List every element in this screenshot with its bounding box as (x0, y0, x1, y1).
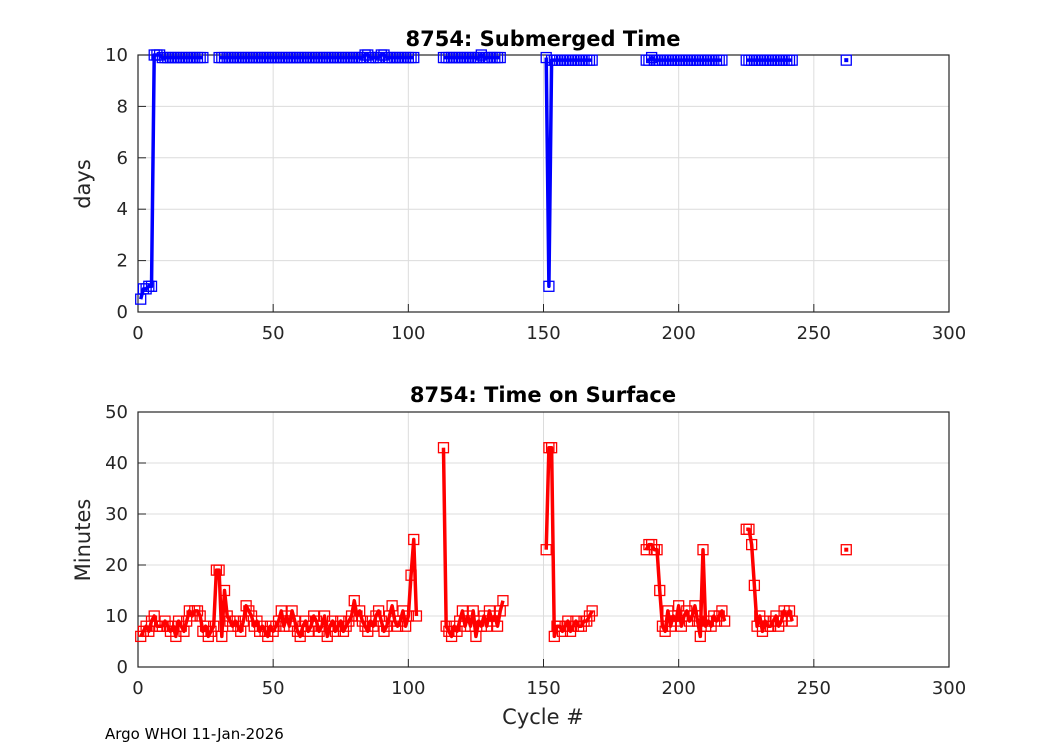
bottom-data-point (386, 600, 398, 612)
top-y-axis-label: days (71, 159, 95, 209)
top-x-tick-label: 100 (391, 323, 425, 344)
top-y-tick-label: 0 (117, 302, 128, 323)
bottom-chart-title: 8754: Time on Surface (410, 383, 676, 407)
bottom-data-point (746, 538, 758, 551)
bottom-x-tick-label: 300 (932, 678, 966, 699)
bottom-data-point (840, 544, 852, 556)
bottom-data-point (408, 533, 420, 546)
bottom-x-axis-label: Cycle # (502, 705, 584, 729)
bottom-data-point (218, 584, 231, 597)
bottom-data-point (497, 595, 509, 607)
bottom-x-tick-label: 0 (132, 678, 143, 699)
bottom-data-point (651, 544, 663, 556)
bottom-data-point (540, 544, 552, 556)
bottom-x-tick-label: 200 (661, 678, 695, 699)
top-x-tick-label: 300 (932, 323, 966, 344)
top-data-point (786, 54, 798, 66)
bottom-y-tick-label: 0 (117, 657, 128, 678)
top-y-tick-label: 4 (117, 199, 128, 220)
top-chart-title: 8754: Submerged Time (405, 27, 680, 51)
top-data-point (840, 54, 852, 66)
top-data-point (543, 280, 555, 292)
bottom-x-tick-label: 150 (526, 678, 560, 699)
bottom-data-point (213, 564, 225, 576)
footer-credit: Argo WHOI 11-Jan-2026 (105, 725, 284, 743)
bottom-data-point (545, 442, 558, 454)
bottom-data-point (402, 610, 414, 622)
bottom-x-tick-label: 50 (262, 678, 285, 699)
bottom-data-point (689, 600, 701, 612)
bottom-data-point (786, 615, 798, 627)
top-x-tick-label: 0 (132, 323, 143, 344)
bottom-axes-box (137, 411, 950, 668)
top-x-tick-label: 150 (526, 323, 560, 344)
bottom-y-tick-label: 30 (105, 504, 128, 525)
bottom-data-point (586, 605, 598, 617)
top-data-point (586, 54, 598, 66)
top-y-tick-label: 8 (117, 96, 128, 117)
bottom-data-point (718, 615, 731, 627)
bottom-y-tick-label: 50 (105, 402, 128, 423)
top-data-point (145, 280, 158, 292)
top-data-point (716, 54, 728, 66)
bottom-data-point-fill (844, 547, 849, 552)
bottom-y-tick-label: 10 (105, 606, 128, 627)
bottom-data-point (697, 544, 709, 556)
top-data-point (197, 51, 209, 64)
bottom-y-tick-label: 40 (105, 453, 128, 474)
bottom-data-point (437, 442, 450, 454)
top-y-tick-label: 2 (117, 251, 128, 272)
top-axes-box (137, 54, 950, 313)
bottom-data-point (410, 610, 423, 622)
top-x-tick-label: 250 (797, 323, 831, 344)
top-data-point (408, 51, 420, 64)
bottom-data-point (654, 584, 666, 597)
top-data-point (494, 51, 506, 64)
bottom-data-point (748, 579, 761, 592)
top-x-tick-label: 200 (661, 323, 695, 344)
top-series-line (443, 53, 501, 60)
bottom-y-tick-label: 20 (105, 555, 128, 576)
bottom-x-tick-label: 100 (391, 678, 425, 699)
bottom-data-point (743, 523, 755, 535)
bottom-y-axis-label: Minutes (71, 499, 95, 582)
bottom-data-point (405, 569, 417, 581)
top-y-tick-label: 6 (117, 148, 128, 169)
bottom-x-tick-label: 250 (797, 678, 831, 699)
bottom-data-point (491, 620, 504, 632)
top-x-tick-label: 50 (262, 323, 285, 344)
bottom-data-point (208, 620, 220, 632)
top-data-point-fill (844, 58, 849, 63)
bottom-data-point (216, 630, 228, 643)
top-y-tick-label: 10 (105, 45, 128, 66)
